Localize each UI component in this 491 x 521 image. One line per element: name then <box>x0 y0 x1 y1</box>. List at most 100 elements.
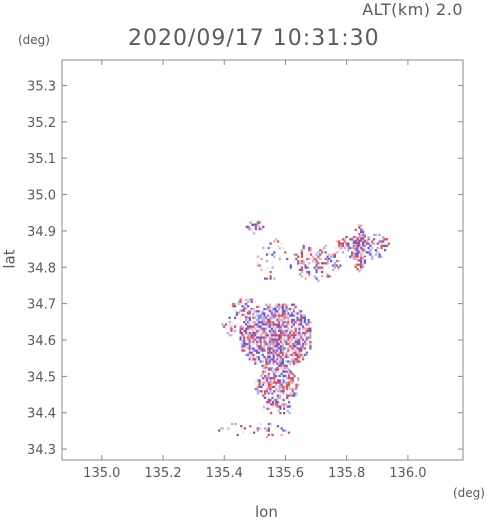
radar-cell <box>241 349 244 352</box>
radar-cell <box>270 327 273 330</box>
radar-cell <box>272 338 275 341</box>
radar-cell <box>246 334 250 337</box>
radar-cell <box>278 351 281 354</box>
radar-cell <box>296 358 299 361</box>
radar-cell <box>278 260 281 263</box>
radar-cell <box>278 312 281 315</box>
radar-cell <box>280 427 283 430</box>
radar-cell <box>264 383 267 386</box>
radar-cell <box>241 332 244 335</box>
radar-cell <box>268 316 272 319</box>
radar-cell <box>291 321 294 324</box>
radar-cell <box>284 251 287 254</box>
radar-cell <box>292 308 295 311</box>
radar-cell <box>252 308 255 311</box>
radar-cell <box>268 310 272 313</box>
radar-cell <box>295 257 298 260</box>
radar-cell <box>278 314 281 317</box>
radar-cell <box>296 332 299 335</box>
radar-cell <box>260 257 263 260</box>
radar-cell <box>252 321 255 324</box>
radar-cell <box>281 303 284 306</box>
radar-cell <box>352 240 355 243</box>
radar-cell <box>298 325 301 328</box>
radar-cell <box>281 327 284 330</box>
radar-cell <box>378 233 381 236</box>
radar-cell <box>289 325 292 328</box>
radar-cell <box>273 396 276 399</box>
radar-cell <box>257 356 261 359</box>
radar-cell <box>261 318 264 322</box>
radar-cell <box>265 332 268 335</box>
radar-cell <box>261 327 264 330</box>
radar-cell <box>274 342 277 346</box>
radar-cell <box>313 266 316 269</box>
radar-cell <box>349 246 352 250</box>
radar-cell <box>298 321 301 324</box>
radar-cell <box>234 422 237 426</box>
radar-cell <box>307 332 310 335</box>
radar-cell <box>265 260 269 263</box>
radar-cell <box>300 262 303 265</box>
radar-cell <box>356 230 359 234</box>
radar-cell <box>272 342 275 346</box>
radar-cell <box>276 366 279 370</box>
radar-cell <box>294 316 297 319</box>
radar-cell <box>298 312 301 315</box>
radar-cell <box>278 360 281 363</box>
radar-cell <box>256 255 259 258</box>
radar-cell <box>261 347 264 350</box>
radar-cell <box>338 244 341 247</box>
radar-cell <box>247 225 250 228</box>
radar-cell <box>286 396 289 399</box>
radar-cell <box>254 327 257 330</box>
radar-cell <box>256 310 259 313</box>
radar-cell <box>302 246 305 250</box>
radar-cell <box>302 358 305 361</box>
radar-cell <box>309 342 312 346</box>
radar-cell <box>289 388 292 391</box>
radar-cell <box>252 356 255 359</box>
radar-cell <box>360 259 363 262</box>
radar-cell <box>278 390 281 393</box>
radar-cell <box>384 249 387 252</box>
radar-cell <box>284 403 287 406</box>
radar-cell <box>291 388 294 391</box>
radar-cell <box>259 349 262 352</box>
radar-cell <box>302 345 305 348</box>
radar-cell <box>265 358 268 361</box>
radar-cell <box>337 266 340 269</box>
radar-cell <box>259 316 262 319</box>
radar-cell <box>352 257 355 260</box>
radar-cell <box>235 329 239 332</box>
radar-cell <box>326 275 329 278</box>
radar-cell <box>239 329 242 332</box>
radar-cell <box>279 321 283 324</box>
radar-cell <box>250 300 253 303</box>
radar-cell <box>271 253 274 256</box>
radar-cell <box>294 305 297 308</box>
radar-cell <box>248 351 251 354</box>
radar-cell <box>384 242 387 245</box>
radar-cell <box>265 381 269 384</box>
radar-cell <box>248 316 251 319</box>
altitude-label: ALT(km) 2.0 <box>362 0 463 19</box>
radar-cell <box>289 323 292 326</box>
radar-cell <box>321 251 324 254</box>
radar-cell <box>250 342 253 346</box>
radar-cell <box>241 313 244 316</box>
radar-cell <box>263 318 266 322</box>
radar-cell <box>354 254 357 258</box>
radar-cell <box>275 383 278 386</box>
radar-cell <box>241 321 244 324</box>
radar-cell <box>271 370 274 373</box>
radar-cell <box>250 327 253 330</box>
radar-cell <box>273 251 276 254</box>
radar-cell <box>362 248 365 251</box>
radar-cell <box>287 394 291 397</box>
radar-cell <box>291 372 294 375</box>
radar-cell <box>268 347 272 350</box>
radar-cell <box>354 263 357 266</box>
radar-cell <box>291 318 294 322</box>
radar-cell <box>287 308 290 311</box>
